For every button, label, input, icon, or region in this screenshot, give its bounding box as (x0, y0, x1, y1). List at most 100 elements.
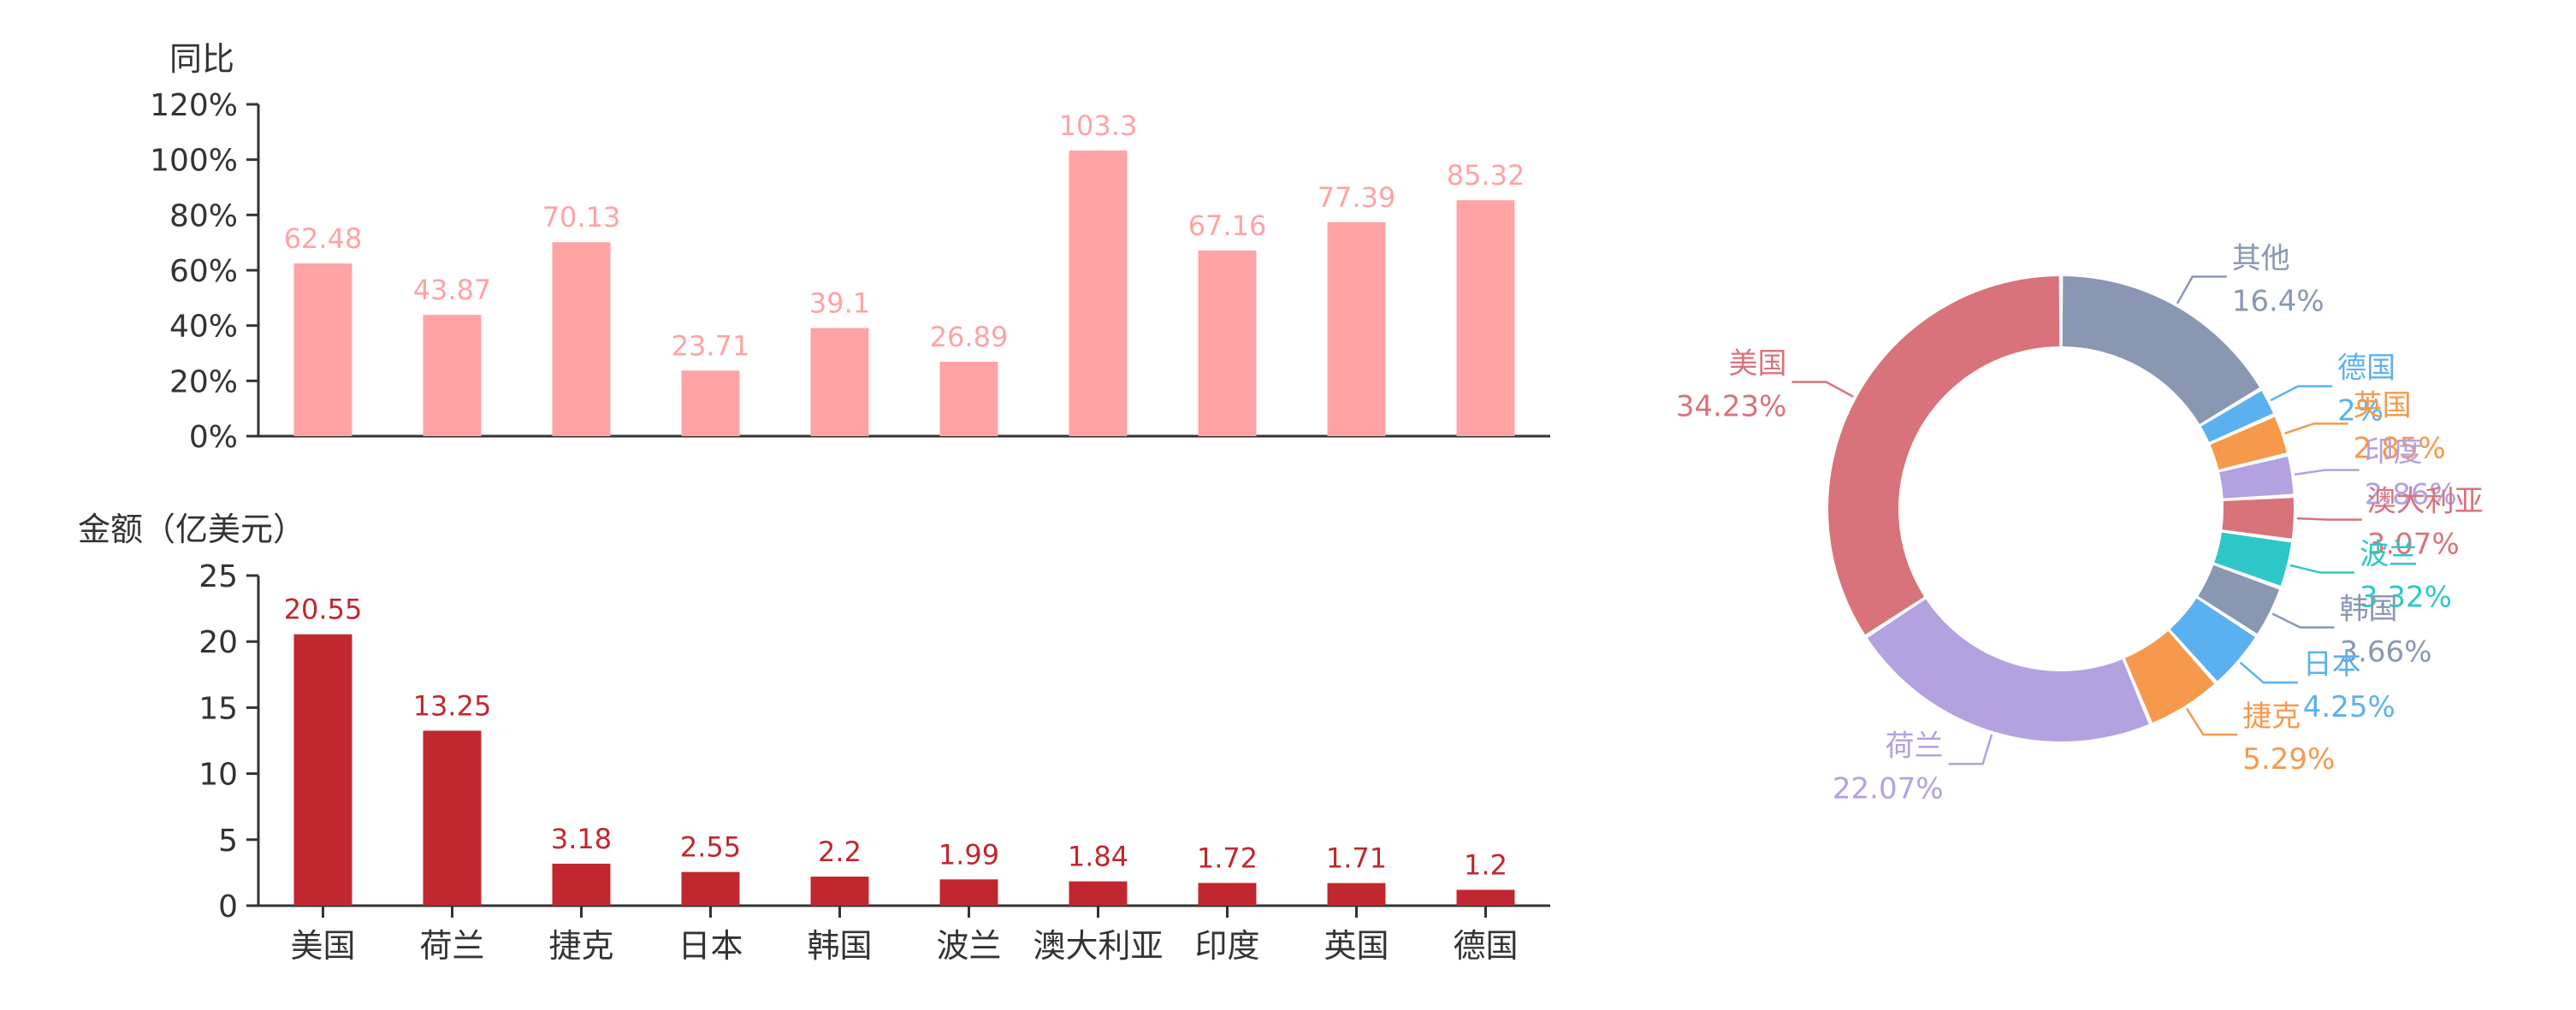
donut-slice (2124, 630, 2215, 724)
donut-slice (2214, 532, 2292, 586)
amount-bar-chart: 金额（亿美元） 0 5 10 15 20 25 20.55 美国 13.25 荷兰 3.18 捷克 2.5… (78, 511, 1550, 965)
data-label: 3.18 (551, 823, 612, 855)
leader-line (1948, 734, 1993, 765)
donut-slice (2198, 564, 2280, 635)
bar (681, 370, 740, 436)
donut-slice (2219, 456, 2294, 499)
data-label: 13.25 (413, 689, 492, 722)
x-tick-label: 英国 (1324, 927, 1389, 965)
slice-name-label: 澳大利亚 (2367, 485, 2484, 519)
x-tick-label: 波兰 (936, 927, 1001, 965)
bar (810, 877, 869, 906)
data-label: 26.89 (930, 321, 1009, 353)
y-tick-label: 100% (150, 144, 238, 179)
donut-slice (2210, 416, 2287, 470)
slice-name-label: 印度 (2365, 435, 2423, 470)
slice-name-label: 其他 (2232, 242, 2290, 276)
data-label: 70.13 (542, 201, 621, 233)
y-tick-label: 20% (169, 364, 238, 399)
data-label: 77.39 (1318, 181, 1396, 214)
data-label: 39.1 (809, 287, 870, 320)
data-label: 67.16 (1188, 210, 1267, 242)
slice-value-label: 2% (2337, 394, 2384, 428)
leader-line (2284, 422, 2348, 435)
y-axis-title: 同比 (169, 40, 234, 78)
data-label: 103.3 (1059, 109, 1138, 142)
donut-slice (1827, 276, 2060, 635)
donut-slice (2222, 498, 2295, 539)
x-tick-label: 德国 (1453, 927, 1518, 965)
bar (939, 362, 998, 436)
bar (810, 328, 869, 436)
x-tick-label: 澳大利亚 (1033, 927, 1163, 965)
bar (293, 634, 352, 906)
slice-value-label: 3.07% (2367, 528, 2460, 562)
slice-name-label: 美国 (1729, 347, 1787, 381)
donut-slice (2062, 276, 2260, 424)
bar (939, 879, 998, 906)
donut-slice (2170, 598, 2255, 682)
bar (1327, 221, 1386, 436)
y-tick-label: 10 (198, 758, 238, 793)
y-tick-label: 15 (198, 691, 238, 726)
data-label: 1.72 (1197, 842, 1258, 874)
y-tick-label: 80% (169, 198, 238, 233)
slice-name-label: 日本 (2303, 647, 2361, 682)
bar (1069, 150, 1128, 436)
slice-name-label: 波兰 (2360, 538, 2418, 572)
bar (293, 263, 352, 436)
leader-line (2294, 469, 2360, 476)
data-label: 1.84 (1068, 841, 1128, 873)
slice-value-label: 22.07% (1833, 771, 1944, 806)
data-label: 2.55 (680, 831, 741, 864)
leader-line (2271, 612, 2335, 629)
share-donut-chart: 其他 16.4% 德国 2%英国 2.85%印度 2.86%澳大利亚 3.07%波兰 3.32… (1676, 242, 2484, 806)
bar (1456, 200, 1515, 436)
slice-value-label: 2.86% (2365, 478, 2457, 512)
leader-line (2239, 661, 2298, 684)
slice-name-label: 韩国 (2339, 593, 2397, 627)
y-tick-label: 120% (150, 88, 238, 123)
x-tick-label: 印度 (1194, 927, 1259, 965)
y-tick-label: 60% (169, 254, 238, 289)
leader-line (2186, 707, 2238, 736)
data-label: 1.71 (1326, 842, 1387, 875)
bar (423, 730, 482, 906)
slice-name-label: 英国 (2354, 388, 2412, 422)
leader-line (2176, 275, 2227, 304)
slice-value-label: 3.66% (2339, 635, 2431, 670)
slice-value-label: 4.25% (2303, 690, 2395, 724)
slice-value-label: 5.29% (2242, 742, 2335, 777)
y-tick-label: 20 (198, 625, 238, 660)
yoy-bar-chart: 同比 0% 20% 40% 60% 80% 100% 120% 62.48 43.87 70.13 2… (150, 40, 1550, 455)
bar (1327, 883, 1386, 906)
x-tick-label: 韩国 (807, 927, 872, 965)
y-tick-label: 0 (218, 889, 238, 924)
data-label: 2.2 (818, 836, 862, 868)
x-tick-label: 荷兰 (419, 927, 484, 965)
data-label: 23.71 (672, 329, 750, 362)
leader-line (2270, 385, 2333, 402)
bar (681, 871, 740, 906)
leader-line (1791, 381, 1854, 398)
slice-value-label: 34.23% (1676, 390, 1787, 424)
bar (1456, 889, 1515, 906)
leader-line (2289, 564, 2354, 574)
leader-line (2296, 517, 2362, 521)
bar (552, 242, 611, 436)
bar (1198, 250, 1257, 436)
y-tick-label: 5 (218, 824, 238, 859)
bar (423, 315, 482, 436)
bar (1069, 881, 1128, 906)
data-label: 85.32 (1447, 159, 1525, 192)
x-tick-label: 美国 (290, 927, 355, 965)
data-label: 62.48 (284, 222, 363, 255)
y-axis-title: 金额（亿美元） (78, 511, 305, 548)
slice-value-label: 2.85% (2354, 431, 2446, 465)
data-label: 1.2 (1464, 848, 1507, 881)
bar (1198, 883, 1257, 906)
y-tick-label: 25 (198, 559, 238, 594)
y-tick-label: 40% (169, 310, 238, 345)
